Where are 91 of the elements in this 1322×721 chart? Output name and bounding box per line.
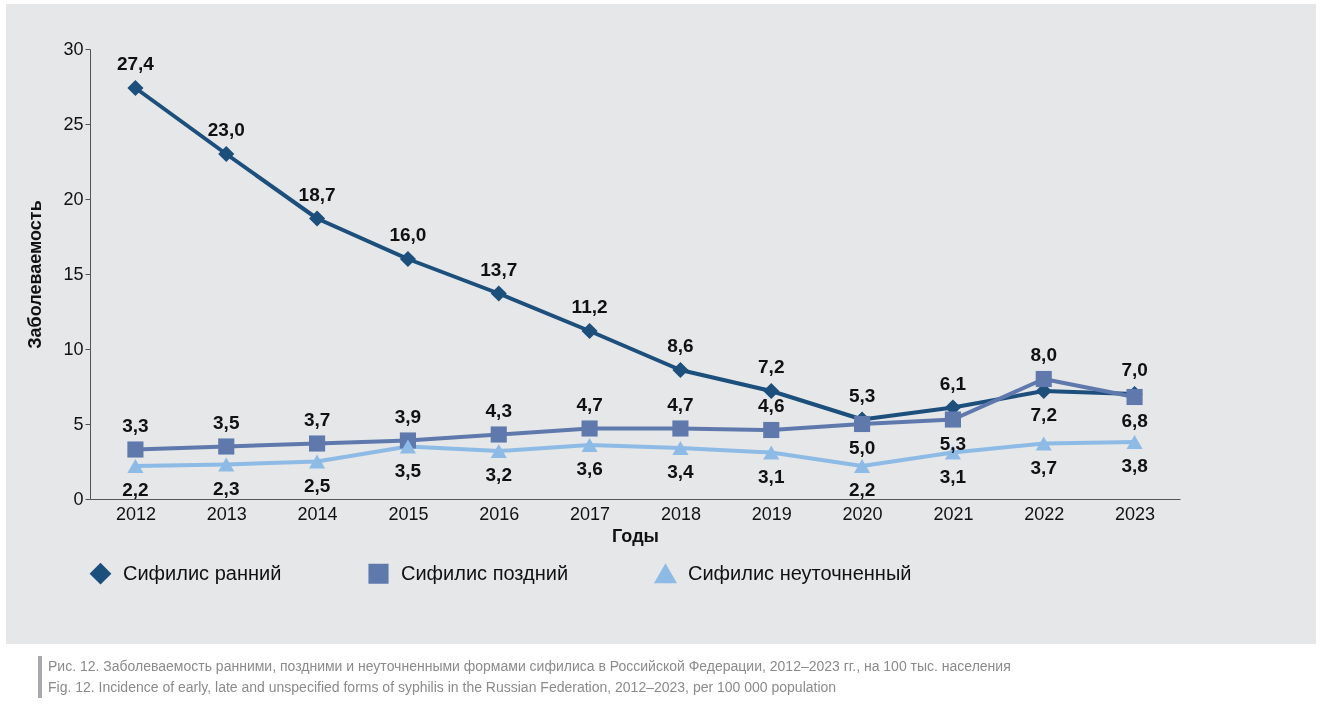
data-label: 3,7 <box>303 408 331 430</box>
data-label: 6,1 <box>939 372 967 394</box>
point <box>672 441 689 455</box>
data-label: 2,5 <box>303 474 331 496</box>
data-label: 7,2 <box>758 356 785 377</box>
y-tick-label: 10 <box>63 338 84 359</box>
data-label: 4,6 <box>758 395 785 416</box>
data-label: 3,4 <box>667 461 695 482</box>
data-label: 11,2 <box>571 296 608 317</box>
data-label: 5,0 <box>848 437 876 458</box>
y-tick-label: 0 <box>73 488 84 509</box>
legend-label: Сифилис поздний <box>401 561 569 584</box>
x-tick-label: 2015 <box>388 503 429 524</box>
point <box>944 411 961 428</box>
point <box>218 145 235 163</box>
data-label: 3,3 <box>122 414 149 436</box>
data-label: 3,1 <box>939 465 967 487</box>
data-label: 27,4 <box>116 53 155 74</box>
point <box>490 285 507 302</box>
data-label: 4,7 <box>576 393 603 415</box>
x-tick-label: 2023 <box>1115 503 1156 524</box>
data-label: 7,0 <box>1121 359 1148 380</box>
point <box>581 322 598 340</box>
x-tick-label: 2020 <box>842 503 883 524</box>
point <box>854 415 871 433</box>
data-label: 18,7 <box>298 183 336 205</box>
data-label: 23,0 <box>207 119 245 140</box>
point <box>581 438 598 452</box>
y-tick-label: 15 <box>63 263 84 284</box>
point <box>672 420 689 437</box>
point <box>763 382 780 400</box>
data-label: 13,7 <box>480 258 518 280</box>
x-tick-label: 2018 <box>660 503 701 524</box>
data-label: 2,2 <box>848 479 876 500</box>
data-label: 7,2 <box>1030 404 1057 425</box>
data-label: 4,7 <box>667 393 694 415</box>
data-label: 3,2 <box>485 464 512 485</box>
data-label: 6,8 <box>1121 410 1148 431</box>
point <box>672 361 689 379</box>
data-label: 2,3 <box>213 477 240 499</box>
data-label: 3,9 <box>394 405 422 427</box>
data-label: 5,3 <box>939 432 967 454</box>
data-label: 3,5 <box>213 411 240 433</box>
point <box>1035 436 1052 451</box>
point <box>399 439 416 454</box>
data-label: 16,0 <box>389 224 427 245</box>
x-tick-label: 2017 <box>570 503 611 524</box>
y-tick-label: 25 <box>63 113 84 134</box>
y-axis-title: Заболеваемость <box>25 200 46 349</box>
text: Рис. 12. Заболеваемость ранними, поздними и неуточненными формами сифилиса в Российской Федерации, 2012–2023 гг., на 100 тыс. населения <box>48 657 1012 676</box>
caption: Fig. 12. Incidence of early, late and unspecified forms of syphilis in the Russian Federation, 2012–2023, per 100 000 population <box>48 678 838 697</box>
data-label: 8,0 <box>1030 344 1057 365</box>
data-label: 4,3 <box>485 399 512 421</box>
point <box>127 441 144 458</box>
y-tick-label: 20 <box>63 188 84 209</box>
data-label: 5,3 <box>848 384 876 406</box>
point <box>127 79 144 97</box>
data-label: 3,8 <box>1121 455 1148 476</box>
x-tick-label: 2021 <box>933 503 974 524</box>
x-tick-label: 2019 <box>751 503 792 524</box>
point <box>490 444 507 458</box>
point <box>399 250 416 268</box>
data-label: 3,7 <box>1030 456 1057 478</box>
point <box>854 459 871 473</box>
data-label: 8,6 <box>667 335 694 356</box>
point <box>1126 435 1143 449</box>
point <box>218 438 235 455</box>
x-axis-title: Годы <box>612 525 659 546</box>
point <box>309 435 326 452</box>
point <box>1035 370 1052 388</box>
point <box>309 454 326 469</box>
point <box>763 445 780 460</box>
x-tick-label: 2022 <box>1024 503 1065 524</box>
data-label: 3,5 <box>394 459 422 481</box>
y-tick-label: 30 <box>63 38 84 59</box>
point <box>127 459 144 473</box>
x-tick-label: 2012 <box>115 503 156 524</box>
data-label: 2,2 <box>122 479 149 500</box>
data-label: 3,6 <box>576 458 603 479</box>
point <box>309 210 326 227</box>
y-tick-label: 5 <box>73 413 84 434</box>
point <box>763 421 780 439</box>
x-tick-label: 2016 <box>479 503 520 524</box>
data-label: 3,1 <box>758 465 785 487</box>
point <box>490 426 507 443</box>
legend-label: Сифилис неуточненный <box>688 562 912 585</box>
legend-label: Сифилис ранний <box>123 561 282 584</box>
x-tick-label: 2014 <box>297 503 338 524</box>
point <box>218 457 235 472</box>
point <box>581 420 598 437</box>
x-tick-label: 2013 <box>206 503 247 524</box>
